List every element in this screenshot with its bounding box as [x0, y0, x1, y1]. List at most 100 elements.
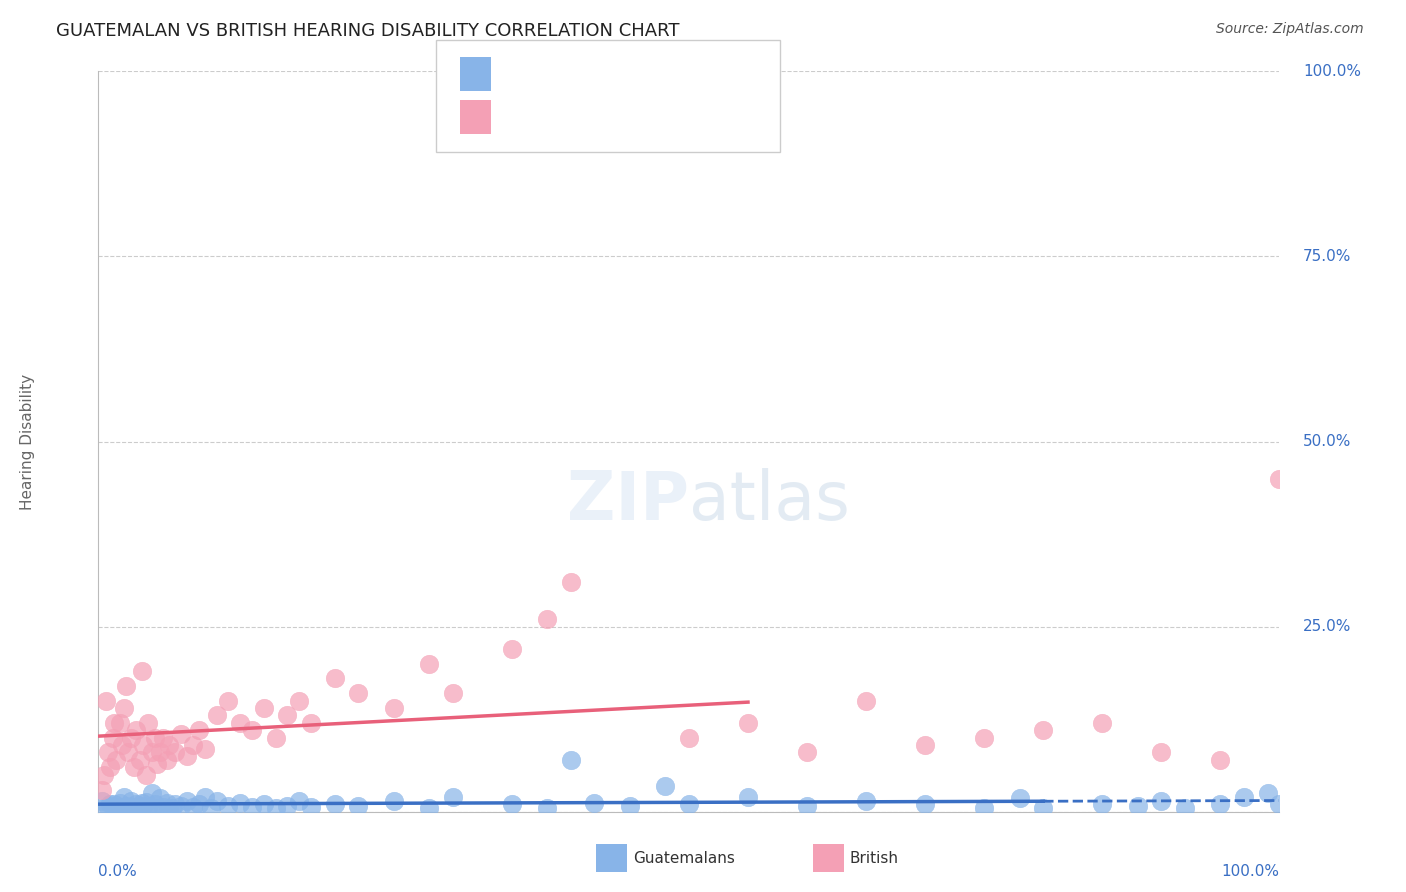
Point [229, 715, 252, 730]
Point [117, 746, 139, 760]
Point [441, 789, 464, 804]
Point [678, 797, 700, 812]
Point [288, 694, 311, 708]
Point [170, 798, 193, 813]
Point [141, 786, 163, 800]
Point [276, 708, 298, 723]
Point [737, 715, 759, 730]
Text: 25.0%: 25.0% [1303, 619, 1351, 634]
Point [91, 782, 114, 797]
Point [114, 679, 136, 693]
Point [121, 731, 143, 745]
Point [149, 746, 172, 760]
Point [122, 799, 145, 814]
Text: British: British [849, 851, 898, 865]
Point [194, 789, 217, 804]
Text: 100.0%: 100.0% [1303, 64, 1361, 78]
Point [170, 727, 193, 741]
Point [94, 694, 117, 708]
Text: 75.0%: 75.0% [1303, 249, 1351, 264]
Point [264, 801, 287, 815]
Point [973, 731, 995, 745]
Point [122, 760, 145, 774]
Point [152, 731, 174, 745]
Text: 50.0%: 50.0% [1303, 434, 1351, 449]
Point [240, 723, 263, 738]
Point [108, 715, 131, 730]
Text: Source: ZipAtlas.com: Source: ZipAtlas.com [1216, 22, 1364, 37]
Point [135, 767, 157, 781]
Point [176, 794, 198, 808]
Point [1174, 801, 1197, 815]
Point [131, 664, 153, 678]
Point [98, 797, 121, 812]
Point [288, 794, 311, 808]
Point [176, 749, 198, 764]
Point [205, 708, 228, 723]
Point [152, 799, 174, 814]
Point [796, 798, 818, 813]
Point [128, 801, 150, 815]
Point [114, 798, 136, 813]
Point [157, 738, 180, 752]
Text: GUATEMALAN VS BRITISH HEARING DISABILITY CORRELATION CHART: GUATEMALAN VS BRITISH HEARING DISABILITY… [56, 22, 679, 40]
Point [105, 753, 128, 767]
Point [132, 738, 155, 752]
Point [187, 797, 209, 812]
Text: Guatemalans: Guatemalans [633, 851, 734, 865]
Point [101, 798, 124, 813]
Point [149, 791, 172, 805]
Point [382, 794, 405, 808]
Point [157, 802, 180, 816]
Point [323, 797, 346, 812]
Point [299, 715, 322, 730]
Point [165, 746, 187, 760]
Point [678, 731, 700, 745]
Point [217, 694, 239, 708]
Point [108, 796, 131, 810]
Point [418, 657, 440, 671]
Point [146, 756, 169, 771]
Point [276, 798, 298, 813]
Point [132, 798, 155, 813]
Point [737, 789, 759, 804]
Point [1091, 797, 1114, 812]
Point [125, 797, 148, 812]
Point [125, 723, 148, 738]
Point [112, 789, 135, 804]
Point [229, 796, 252, 810]
Point [253, 797, 276, 812]
Point [1150, 794, 1173, 808]
Point [1209, 753, 1232, 767]
Point [382, 701, 405, 715]
Point [98, 760, 121, 774]
Point [654, 779, 676, 793]
Point [141, 746, 163, 760]
Point [560, 575, 582, 590]
Text: R = 0.669: R = 0.669 [499, 110, 576, 124]
Text: N = 62: N = 62 [626, 110, 679, 124]
Point [128, 753, 150, 767]
Point [105, 803, 128, 817]
Point [1257, 786, 1279, 800]
Point [143, 797, 166, 812]
Point [619, 798, 641, 813]
Point [97, 800, 120, 814]
Point [1126, 798, 1149, 813]
Point [501, 797, 523, 812]
Point [796, 746, 818, 760]
Point [112, 701, 135, 715]
Point [347, 686, 370, 700]
Point [136, 715, 159, 730]
Point [1233, 789, 1256, 804]
Point [131, 796, 153, 810]
Point [418, 801, 440, 815]
Point [1091, 715, 1114, 730]
Point [181, 738, 204, 752]
Point [165, 797, 187, 812]
Point [146, 801, 169, 815]
Point [441, 686, 464, 700]
Point [1268, 797, 1291, 812]
Point [111, 800, 134, 814]
Point [194, 741, 217, 756]
